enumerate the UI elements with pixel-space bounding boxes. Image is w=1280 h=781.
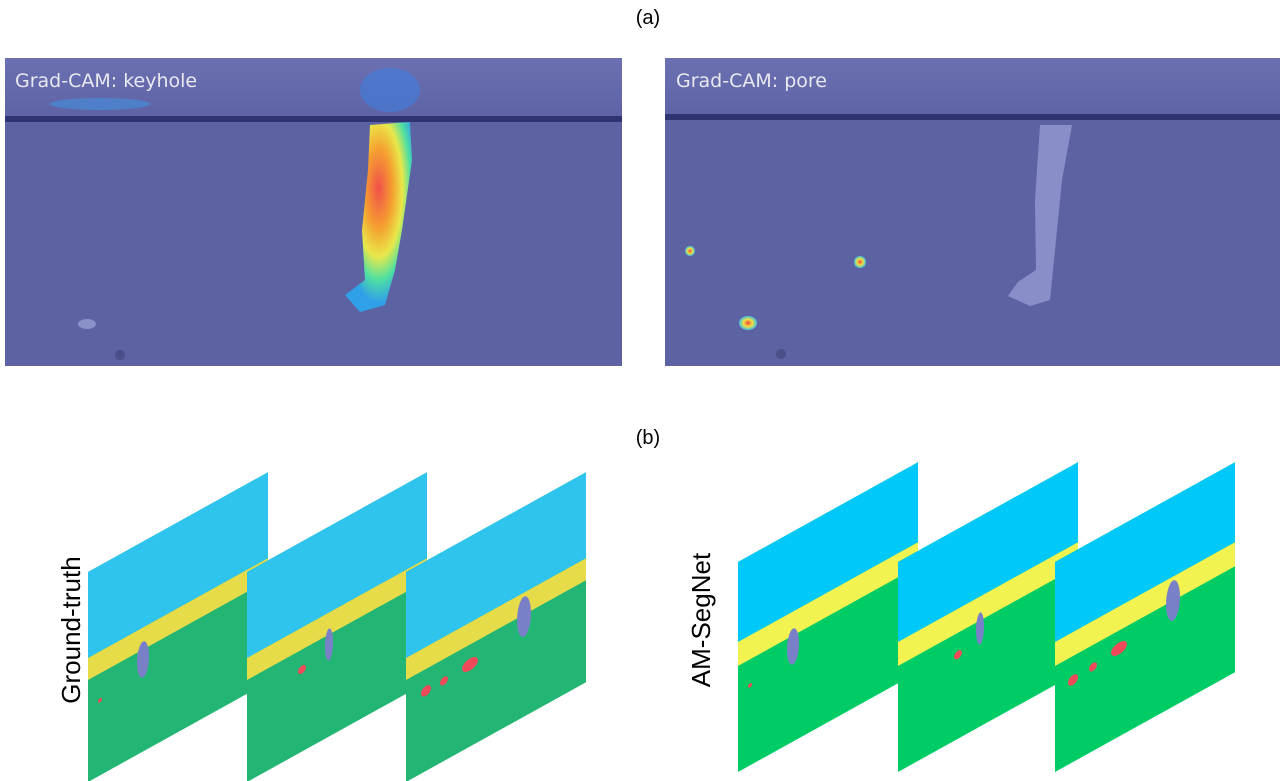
gradcam-keyhole: [5, 58, 622, 366]
am-segnet-stack: [738, 462, 1235, 772]
gradcam-pore: [665, 58, 1280, 366]
row-title: Ground-truth: [56, 556, 86, 703]
ground-truth-stack: [88, 472, 586, 781]
figure: (a) Grad-CAM: keyhole Grad-CAM: pore (b)…: [0, 0, 1280, 781]
panel-label: (b): [636, 427, 660, 449]
panel-label: (a): [636, 7, 660, 29]
panel-title: Grad-CAM: pore: [676, 70, 827, 92]
panel-title: Grad-CAM: keyhole: [15, 70, 197, 92]
row-title: AM-SegNet: [686, 552, 716, 687]
